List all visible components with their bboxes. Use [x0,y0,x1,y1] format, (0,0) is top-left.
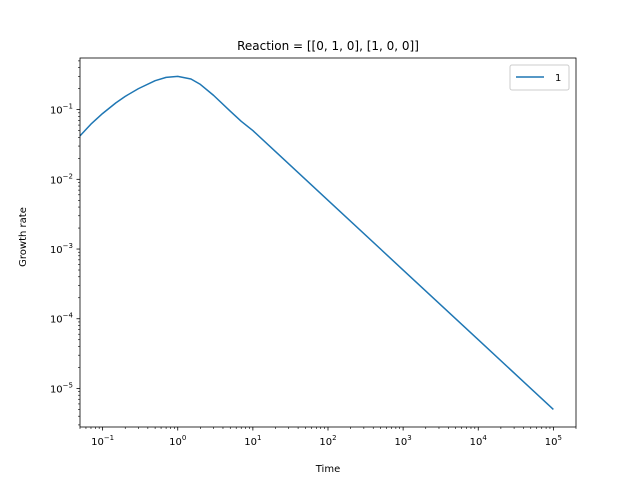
y-axis-label: Growth rate [18,207,29,267]
chart-title: Reaction = [[0, 1, 0], [1, 0, 0]] [237,39,419,53]
legend: 1 [509,64,570,91]
series-line-1 [79,75,554,410]
x-axis-label: Time [315,464,340,475]
axes-frame [79,57,577,428]
legend-label: 1 [555,73,561,84]
plot-area: 10−1 100 101 102 103 104 10510−110−210−310−410… [50,57,577,448]
